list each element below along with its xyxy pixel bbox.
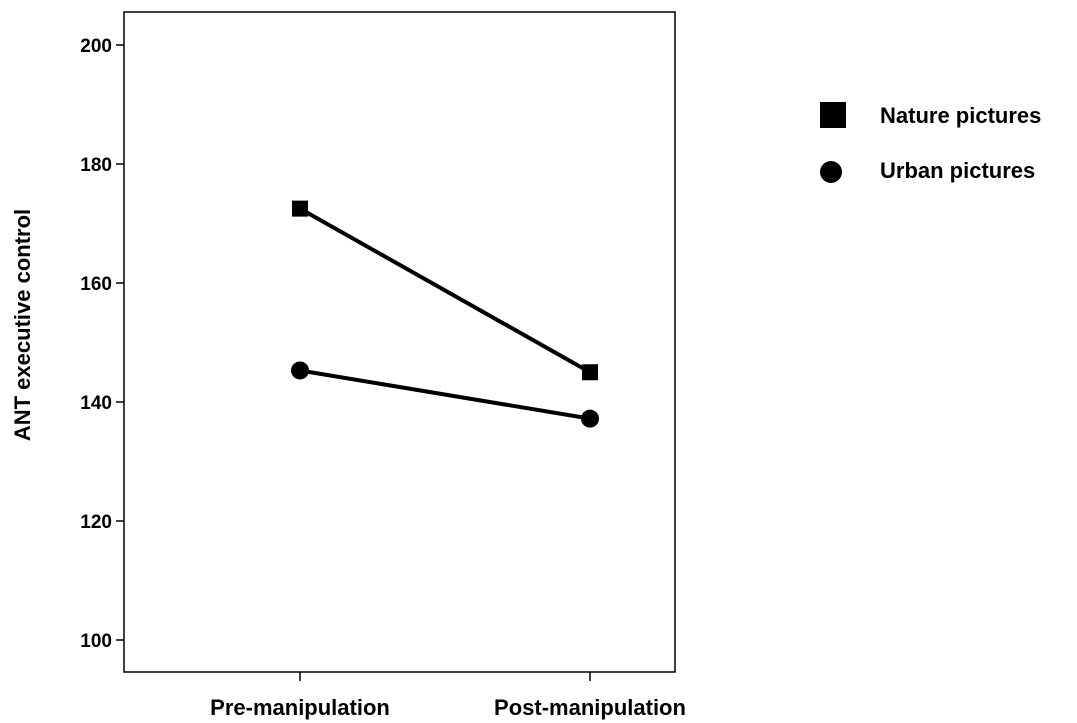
plot-frame [123, 11, 676, 673]
y-tick-label-180: 180 [80, 155, 112, 176]
point-1-0 [291, 361, 309, 380]
point-0-0 [292, 200, 308, 217]
series-0 [292, 200, 598, 381]
legend-label-0: Nature pictures [880, 103, 1041, 128]
legend-marker-0 [820, 102, 846, 128]
point-0-1 [582, 364, 598, 381]
x-axis: Pre-manipulation Post-manipulation [210, 672, 686, 720]
y-tick-label-200: 200 [80, 36, 112, 57]
legend: Nature pictures Urban pictures [820, 102, 1041, 183]
y-axis: 100 120 140 160 180 200 [80, 36, 124, 652]
y-tick-label-120: 120 [80, 512, 112, 533]
y-tick-label-160: 160 [80, 274, 112, 295]
y-axis-title: ANT executive control [10, 209, 35, 441]
legend-marker-1 [820, 161, 842, 183]
x-tick-label-0: Pre-manipulation [210, 695, 390, 720]
x-tick-label-1: Post-manipulation [494, 695, 686, 720]
series-layer [291, 200, 599, 428]
series-line-0 [299, 206, 591, 374]
series-1 [291, 361, 599, 428]
legend-label-1: Urban pictures [880, 158, 1035, 183]
point-1-1 [581, 409, 599, 428]
y-tick-label-100: 100 [80, 631, 112, 652]
y-tick-label-140: 140 [80, 393, 112, 414]
series-line-1 [299, 368, 591, 421]
